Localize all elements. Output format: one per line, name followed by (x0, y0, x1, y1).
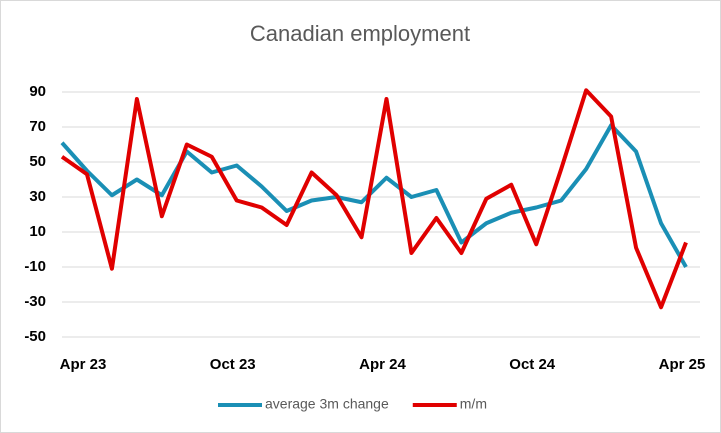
y-tick-label: -50 (24, 328, 46, 345)
y-tick-label: 70 (29, 118, 46, 135)
x-tick-label: Oct 24 (509, 356, 556, 373)
x-tick-label: Apr 25 (659, 356, 706, 373)
series-line (60, 88, 688, 310)
x-tick-label: Apr 24 (359, 356, 406, 373)
y-tick-label: -30 (24, 293, 46, 310)
x-tick-label: Apr 23 (60, 356, 107, 373)
y-tick-label: -10 (24, 258, 46, 275)
legend-label: m/m (460, 396, 487, 412)
y-tick-label: 50 (29, 153, 46, 170)
x-tick-label: Oct 23 (210, 356, 256, 373)
y-tick-label: 10 (29, 223, 46, 240)
chart-title: Canadian employment (250, 21, 470, 46)
y-tick-label: 30 (29, 188, 46, 205)
legend-label: average 3m change (265, 396, 389, 412)
y-tick-label: 90 (29, 83, 46, 100)
series-line (60, 123, 688, 268)
